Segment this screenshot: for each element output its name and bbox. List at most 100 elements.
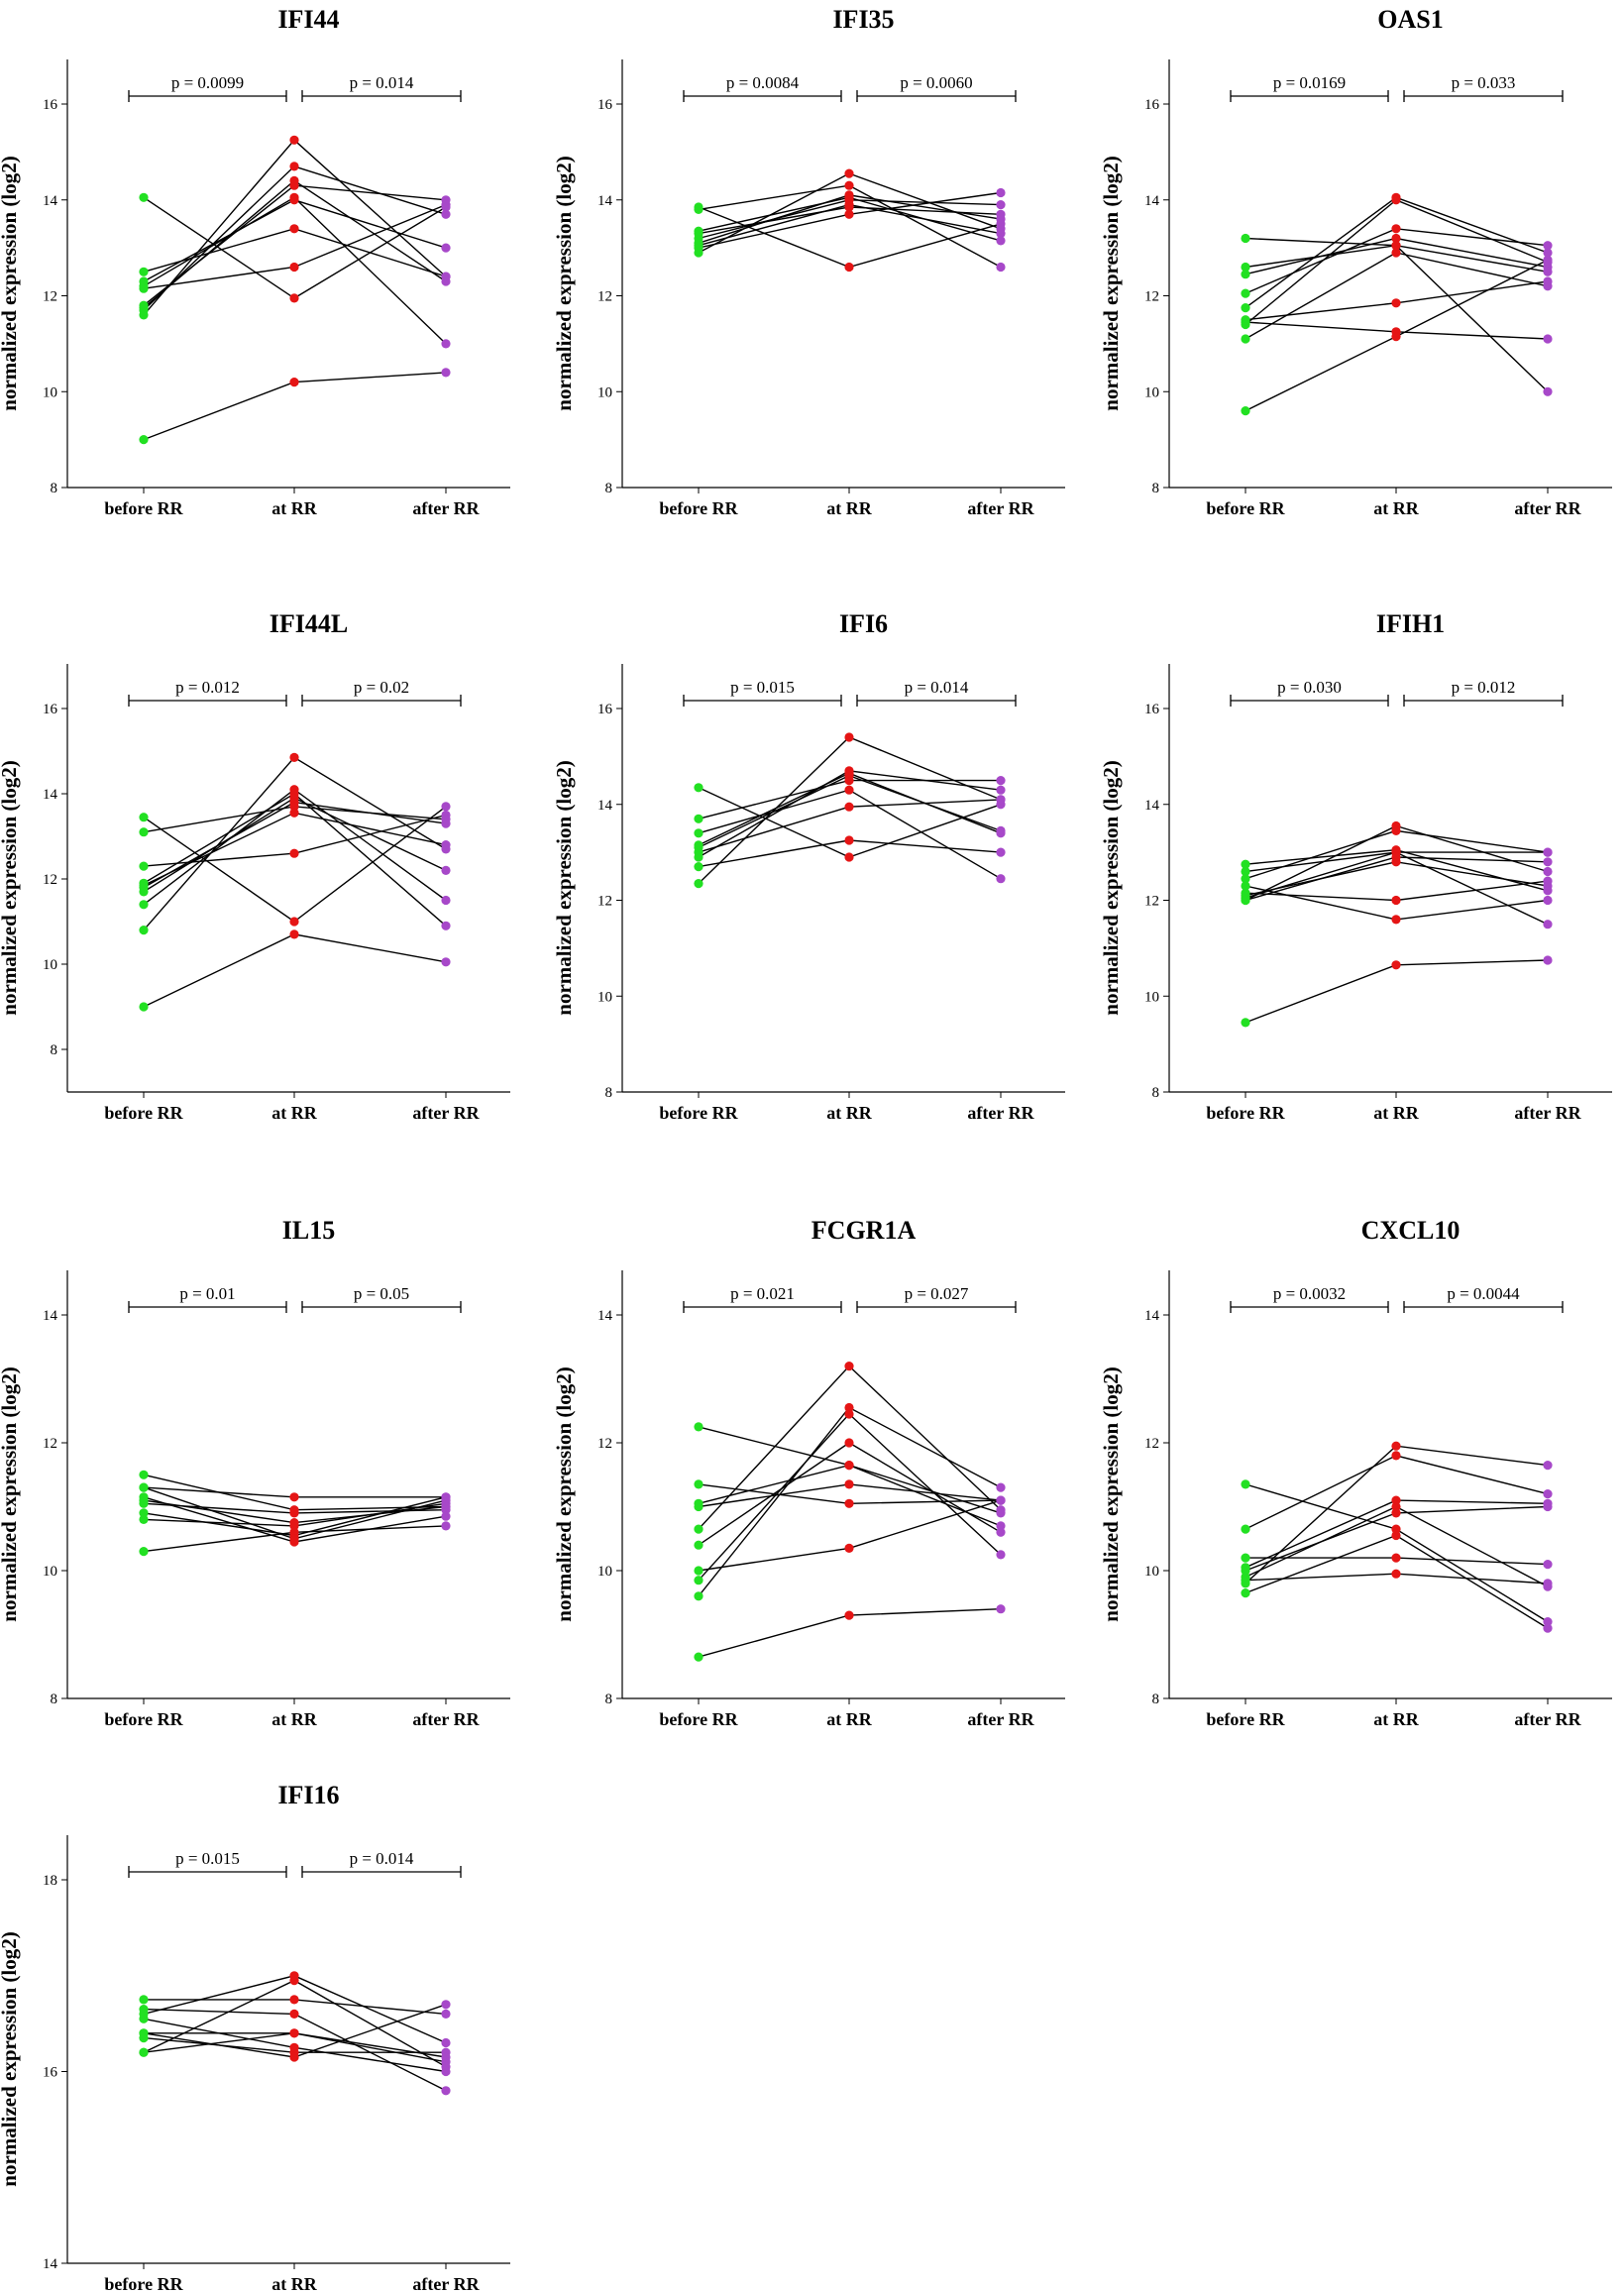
data-point-before [1241, 859, 1250, 869]
data-point-before [1241, 881, 1250, 891]
x-tick-label: after RR [412, 498, 480, 518]
data-point-at [844, 209, 854, 219]
data-point-at [1391, 852, 1401, 862]
data-point-before [1241, 866, 1250, 877]
series-line [1245, 252, 1549, 340]
y-tick-label: 14 [43, 787, 58, 803]
series-line [698, 1499, 1002, 1572]
data-point-at [1391, 1530, 1401, 1541]
x-tick-label: before RR [104, 498, 183, 518]
data-point-at [1391, 1524, 1401, 1534]
data-point-after [1543, 1461, 1553, 1471]
series-line [698, 787, 1002, 858]
y-tick-label: 12 [1144, 289, 1159, 305]
p-value-bracket [683, 695, 842, 707]
y-tick-label: 14 [597, 193, 613, 209]
p-value-label: p = 0.05 [354, 1284, 409, 1303]
data-point-after [441, 2066, 451, 2077]
data-point-after [1543, 1560, 1553, 1570]
data-point-before [139, 1995, 149, 2005]
data-point-before [1241, 334, 1250, 344]
data-point-before [694, 1422, 704, 1432]
data-point-after [441, 1511, 451, 1521]
chart-title: OAS1 [1377, 5, 1443, 34]
data-point-after [441, 802, 451, 812]
data-point-after [1543, 276, 1553, 286]
y-tick-label: 12 [43, 289, 57, 305]
data-point-before [139, 1508, 149, 1518]
data-point-before [694, 1524, 704, 1534]
data-point-before [139, 1495, 149, 1505]
data-point-after [441, 2009, 451, 2019]
data-point-at [289, 1505, 299, 1515]
data-point-after [1543, 886, 1553, 896]
x-tick-label: before RR [104, 1709, 183, 1729]
data-point-after [996, 200, 1006, 210]
data-point-at [1391, 1451, 1401, 1461]
p-value-label: p = 0.014 [350, 1849, 414, 1868]
y-tick-label: 18 [43, 1873, 57, 1889]
data-point-after [996, 795, 1006, 805]
y-tick-label: 8 [1152, 1085, 1160, 1101]
p-value-bracket [1230, 695, 1389, 707]
x-tick-label: after RR [412, 2274, 480, 2294]
y-tick-label: 14 [1144, 1308, 1160, 1324]
y-tick-label: 14 [43, 193, 58, 209]
series-line [143, 933, 447, 1008]
data-point-at [844, 785, 854, 795]
y-tick-label: 10 [43, 1564, 57, 1580]
y-axis-label: normalized expression (log2) [1099, 1366, 1123, 1621]
data-point-at [289, 808, 299, 818]
p-value-bracket [1403, 90, 1564, 102]
data-point-after [996, 219, 1006, 229]
data-point-before [139, 192, 149, 202]
series-line [1245, 1455, 1549, 1530]
data-point-after [1543, 895, 1553, 906]
data-point-before [1241, 1553, 1250, 1563]
x-tick-label: after RR [1514, 1103, 1581, 1123]
y-tick-label: 8 [51, 1692, 58, 1707]
data-point-at [844, 1438, 854, 1448]
data-point-before [694, 847, 704, 857]
y-tick-label: 8 [1152, 1692, 1160, 1707]
y-tick-label: 16 [1144, 702, 1160, 717]
x-tick-label: before RR [659, 498, 738, 518]
series-line [1245, 1534, 1549, 1629]
data-point-before [694, 1591, 704, 1601]
p-value-bracket [683, 1301, 842, 1313]
data-point-before [694, 204, 704, 214]
y-tick-label: 14 [43, 2256, 58, 2272]
y-tick-label: 12 [43, 872, 57, 888]
y-axis-label: normalized expression (log2) [0, 156, 21, 410]
y-tick-label: 8 [605, 1692, 613, 1707]
data-point-after [996, 262, 1006, 273]
data-point-before [139, 861, 149, 871]
data-point-after [1543, 876, 1553, 886]
data-point-before [1241, 233, 1250, 244]
y-tick-label: 10 [1144, 989, 1159, 1005]
data-point-after [1543, 1623, 1553, 1633]
data-point-before [694, 783, 704, 793]
series-line [143, 203, 447, 289]
data-point-after [1543, 248, 1553, 258]
series-line [143, 756, 447, 931]
chart-title: FCGR1A [812, 1216, 917, 1245]
y-axis-label: normalized expression (log2) [0, 1931, 21, 2186]
x-tick-label: at RR [1373, 498, 1419, 518]
y-axis-label: normalized expression (log2) [1099, 760, 1123, 1015]
y-tick-label: 12 [1144, 894, 1159, 910]
p-value-bracket [856, 1301, 1017, 1313]
p-value-label: p = 0.030 [1277, 678, 1342, 697]
y-tick-label: 10 [597, 989, 612, 1005]
data-point-after [441, 2052, 451, 2062]
chart-title: IL15 [282, 1216, 335, 1245]
y-tick-label: 10 [597, 1564, 612, 1580]
x-tick-label: before RR [1206, 1103, 1285, 1123]
data-point-at [844, 732, 854, 742]
x-tick-label: after RR [967, 498, 1034, 518]
data-point-after [996, 229, 1006, 239]
y-tick-label: 14 [597, 798, 613, 814]
data-point-after [996, 1482, 1006, 1492]
y-tick-label: 16 [43, 97, 58, 113]
data-point-before [139, 1514, 149, 1524]
